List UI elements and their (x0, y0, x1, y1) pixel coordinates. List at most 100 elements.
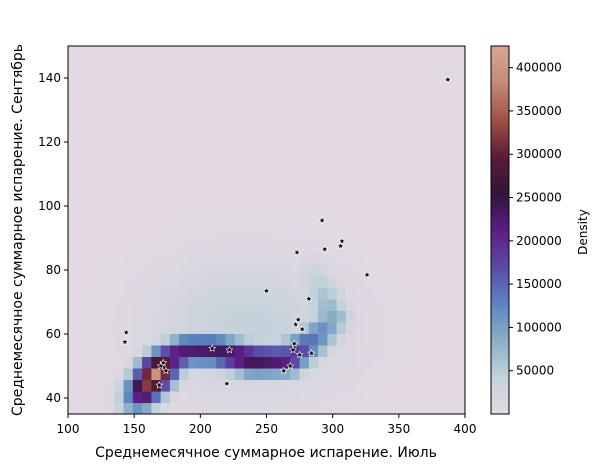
heatmap-cell (262, 91, 273, 104)
heatmap-cell (105, 68, 115, 81)
heatmap-cell (327, 264, 338, 277)
heatmap-cell (299, 379, 310, 392)
heatmap-cell (457, 367, 465, 381)
heatmap-cell (401, 46, 412, 58)
heatmap-cell (95, 160, 106, 173)
heatmap-cell (206, 183, 217, 196)
heatmap-cell (420, 195, 430, 208)
heatmap-cell (216, 298, 227, 311)
heatmap-cell (382, 91, 393, 104)
heatmap-cell (188, 310, 199, 323)
heatmap-cell (373, 241, 384, 254)
heatmap-cell (188, 114, 199, 127)
heatmap-cell (429, 379, 440, 392)
heatmap-cell (68, 114, 78, 127)
heatmap-cell (253, 68, 264, 81)
heatmap-cell (401, 298, 412, 311)
heatmap-cell (281, 149, 291, 162)
heatmap-cell (308, 321, 319, 334)
heatmap-cell (420, 241, 430, 254)
heatmap-cell (105, 241, 115, 254)
data-point (290, 339, 299, 347)
heatmap-cell (447, 79, 458, 93)
heatmap-cell (271, 137, 282, 150)
heatmap-cell (364, 68, 375, 81)
heatmap-cell (457, 172, 465, 185)
heatmap-cell (216, 149, 227, 162)
heatmap-cell (253, 367, 264, 381)
heatmap-cell (216, 264, 227, 277)
heatmap-cell (123, 172, 134, 185)
heatmap-cell (382, 402, 393, 414)
heatmap-cell (392, 402, 403, 414)
heatmap-cell (68, 333, 78, 346)
heatmap-cell (253, 298, 264, 311)
heatmap-cell (234, 379, 245, 392)
heatmap-cell (420, 160, 430, 173)
heatmap-cell (327, 91, 338, 104)
heatmap-cell (114, 56, 125, 69)
heatmap-cell (290, 195, 301, 208)
heatmap-cell (216, 229, 227, 242)
heatmap-cell (401, 126, 412, 139)
heatmap-cell (114, 91, 125, 104)
heatmap-cell (114, 218, 125, 231)
heatmap-cell (262, 46, 273, 58)
heatmap-cell (234, 46, 245, 58)
heatmap-cell (234, 79, 245, 93)
heatmap-cell (179, 114, 190, 127)
heatmap-cell (179, 287, 190, 300)
heatmap-cell (373, 114, 384, 127)
heatmap-cell (151, 264, 162, 277)
heatmap-cell (429, 390, 440, 404)
heatmap-cell (151, 356, 162, 369)
heatmap-cell (457, 126, 465, 139)
heatmap-cell (86, 102, 97, 116)
heatmap-cell (216, 321, 227, 334)
heatmap-cell (401, 172, 412, 185)
heatmap-cell (318, 321, 328, 334)
heatmap-cell (281, 68, 291, 81)
heatmap-cell (142, 333, 152, 346)
heatmap-cell (382, 252, 393, 265)
heatmap-cell (151, 252, 162, 265)
heatmap-cell (290, 264, 301, 277)
heatmap-cell (234, 321, 245, 334)
heatmap-cell (216, 402, 227, 414)
heatmap-cell (364, 379, 375, 392)
heatmap-cell (364, 195, 375, 208)
heatmap-cell (197, 137, 208, 150)
heatmap-cell (364, 229, 375, 242)
heatmap-cell (420, 379, 430, 392)
heatmap-cell (420, 321, 430, 334)
heatmap-cell (345, 298, 356, 311)
heatmap-cell (132, 114, 143, 127)
heatmap-cell (438, 344, 449, 357)
heatmap-cell (281, 379, 291, 392)
heatmap-cell (327, 379, 338, 392)
heatmap-cell (410, 287, 421, 300)
heatmap-cell (197, 172, 208, 185)
heatmap-cell (345, 68, 356, 81)
heatmap-cell (225, 102, 236, 116)
heatmap-cell (132, 379, 143, 392)
heatmap-cell (262, 321, 273, 334)
heatmap-cell (281, 218, 291, 231)
heatmap-cell (382, 56, 393, 69)
heatmap-cell (364, 126, 375, 139)
heatmap-cell (68, 195, 78, 208)
heatmap-cell (68, 287, 78, 300)
heatmap-cell (123, 333, 134, 346)
heatmap-cell (206, 46, 217, 58)
heatmap-cell (271, 402, 282, 414)
heatmap-cell (271, 321, 282, 334)
heatmap-cell (308, 275, 319, 288)
heatmap-cell (169, 137, 180, 150)
heatmap-cell (132, 137, 143, 150)
heatmap-cell (373, 390, 384, 404)
heatmap-cell (206, 56, 217, 69)
heatmap-cell (447, 46, 458, 58)
heatmap-cell (179, 321, 190, 334)
heatmap-cell (308, 149, 319, 162)
heatmap-cell (401, 56, 412, 69)
